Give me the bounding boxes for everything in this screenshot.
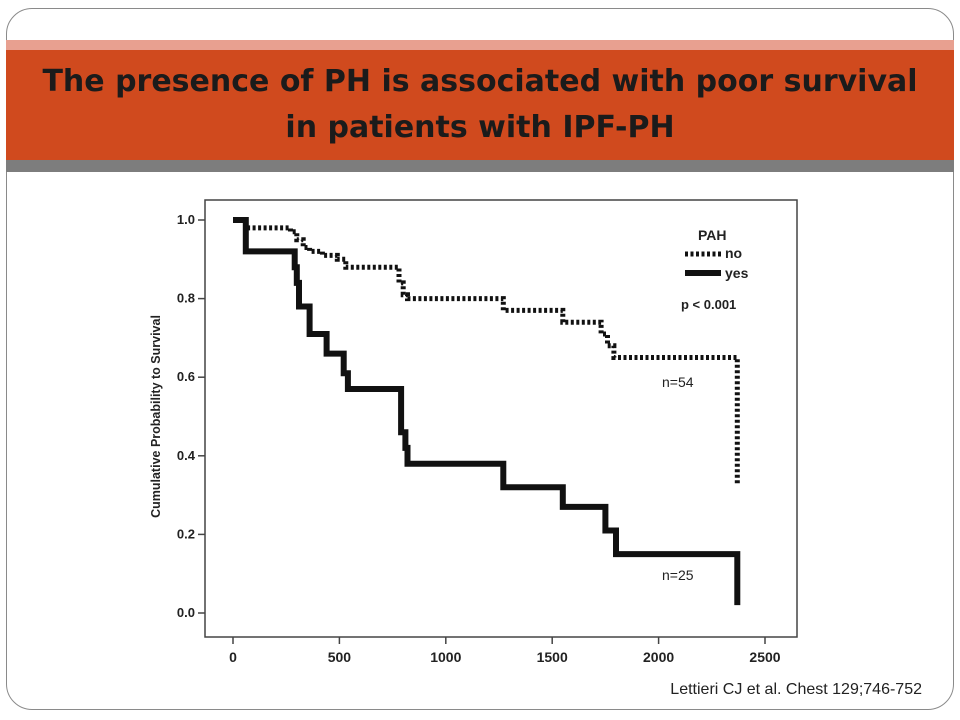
y-tick-label: 0.2: [177, 526, 195, 541]
x-tick-label: 1000: [430, 649, 461, 665]
series-no-line: [233, 217, 740, 484]
survival-chart: 0.0 0.2 0.4 0.6 0.8 1.0 0 500 1000 1500 2000 2500 Cu…: [149, 199, 798, 665]
x-tick-label: 500: [328, 649, 352, 665]
legend-title: PAH: [698, 227, 727, 243]
title-shadow-bar: [6, 160, 954, 172]
n-no-annotation: n=54: [662, 374, 694, 390]
y-tick-label: 1.0: [177, 212, 195, 227]
x-tick-label: 1500: [537, 649, 568, 665]
slide-title: The presence of PH is associated with po…: [42, 64, 918, 145]
y-tick-label: 0.0: [177, 605, 195, 620]
y-tick-label: 0.4: [177, 448, 196, 463]
y-tick-label: 0.6: [177, 369, 195, 384]
series-yes-line: [233, 217, 741, 606]
title-top-stripe: [6, 40, 954, 50]
n-yes-annotation: n=25: [662, 567, 694, 583]
title-bar: The presence of PH is associated with po…: [6, 50, 954, 160]
legend-label-no: no: [725, 245, 742, 261]
x-tick-label: 2500: [749, 649, 780, 665]
x-tick-label: 2000: [643, 649, 674, 665]
p-value-annotation: p < 0.001: [681, 297, 736, 312]
legend-label-yes: yes: [725, 265, 749, 281]
y-axis-label: Cumulative Probability to Survival: [149, 315, 163, 518]
citation: Lettieri CJ et al. Chest 129;746-752: [670, 681, 922, 698]
x-tick-label: 0: [229, 649, 237, 665]
y-tick-label: 0.8: [177, 291, 195, 306]
